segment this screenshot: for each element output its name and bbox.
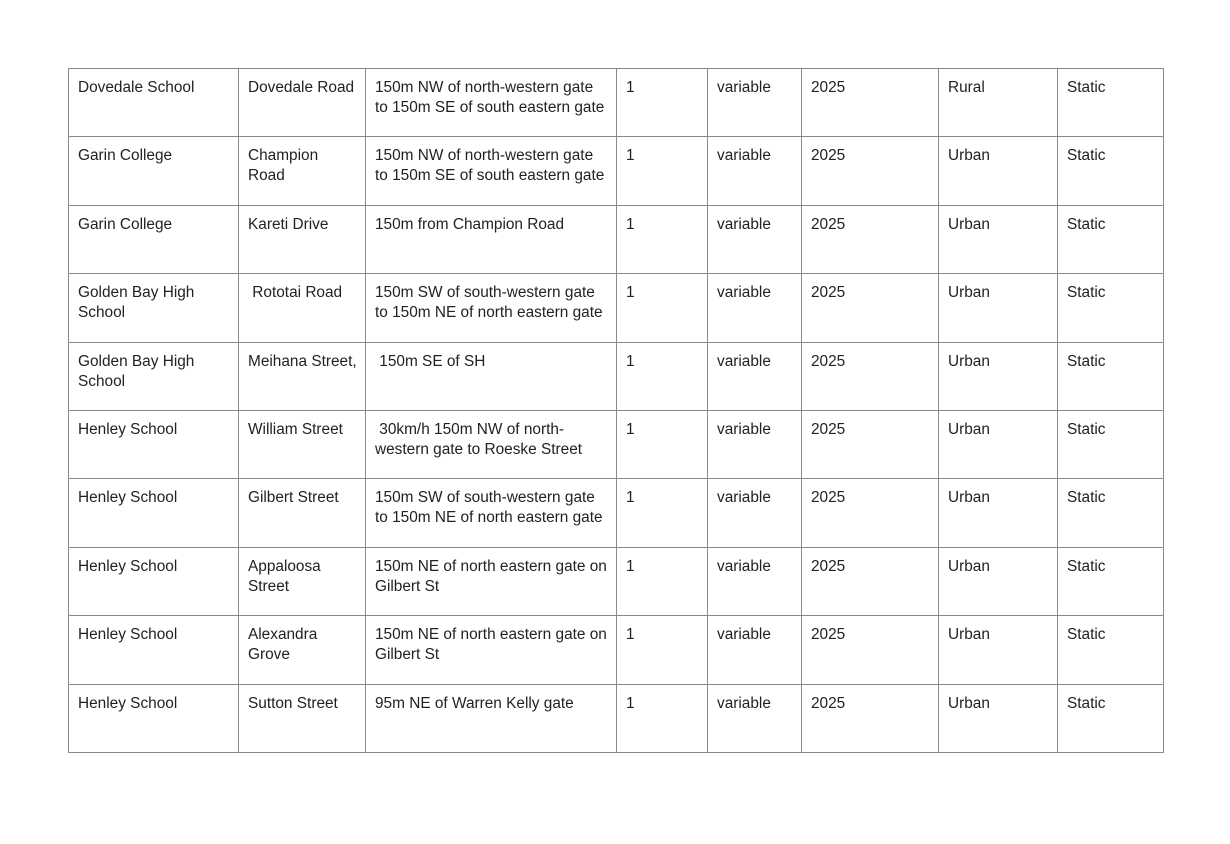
- cell-area-type: Urban: [938, 615, 1058, 685]
- cell-road-name: Champion Road: [238, 136, 366, 206]
- cell-sign-type: Static: [1057, 409, 1164, 480]
- cell-zone-extent: 150m SW of south-western gate to 150m NE…: [365, 478, 617, 548]
- cell-zone-extent: 30km/h 150m NW of north-western gate to …: [365, 409, 617, 480]
- cell-school-name: Golden Bay High School: [68, 341, 239, 411]
- cell-sign-type: Static: [1057, 478, 1164, 548]
- cell-speed-type: variable: [707, 341, 802, 411]
- table-body: Dovedale School Dovedale Road 150m NW of n…: [68, 67, 1164, 753]
- cell-sign-type: Static: [1057, 615, 1164, 685]
- table-row: Henley School Gilbert Street 150m SW of so…: [68, 478, 1164, 548]
- cell-count: 1: [616, 136, 708, 206]
- cell-sign-type: Static: [1057, 273, 1164, 343]
- cell-road-name: Rototai Road: [238, 273, 366, 343]
- cell-year: 2025: [801, 409, 939, 480]
- cell-school-name: Henley School: [68, 546, 239, 617]
- cell-area-type: Urban: [938, 409, 1058, 480]
- cell-area-type: Urban: [938, 136, 1058, 206]
- cell-sign-type: Static: [1057, 683, 1164, 753]
- cell-school-name: Garin College: [68, 136, 239, 206]
- cell-road-name: Appaloosa Street: [238, 546, 366, 617]
- cell-school-name: Garin College: [68, 204, 239, 275]
- cell-area-type: Rural: [938, 67, 1058, 138]
- cell-area-type: Urban: [938, 204, 1058, 275]
- cell-count: 1: [616, 341, 708, 411]
- cell-sign-type: Static: [1057, 67, 1164, 138]
- cell-zone-extent: 150m NE of north eastern gate on Gilbert…: [365, 546, 617, 617]
- table-row: Dovedale School Dovedale Road 150m NW of n…: [68, 67, 1164, 138]
- cell-count: 1: [616, 67, 708, 138]
- cell-area-type: Urban: [938, 546, 1058, 617]
- cell-zone-extent: 150m NE of north eastern gate on Gilbert…: [365, 615, 617, 685]
- cell-count: 1: [616, 409, 708, 480]
- cell-count: 1: [616, 615, 708, 685]
- cell-area-type: Urban: [938, 341, 1058, 411]
- cell-year: 2025: [801, 478, 939, 548]
- cell-speed-type: variable: [707, 615, 802, 685]
- table-row: Golden Bay High School Meihana Street, 15…: [68, 341, 1164, 411]
- cell-zone-extent: 150m NW of north-western gate to 150m SE…: [365, 136, 617, 206]
- cell-road-name: Gilbert Street: [238, 478, 366, 548]
- cell-year: 2025: [801, 273, 939, 343]
- cell-sign-type: Static: [1057, 136, 1164, 206]
- cell-speed-type: variable: [707, 67, 802, 138]
- table-row: Garin College Champion Road 150m NW of nor…: [68, 136, 1164, 206]
- cell-school-name: Henley School: [68, 615, 239, 685]
- cell-road-name: Kareti Drive: [238, 204, 366, 275]
- cell-year: 2025: [801, 615, 939, 685]
- cell-zone-extent: 150m NW of north-western gate to 150m SE…: [365, 67, 617, 138]
- table-row: Golden Bay High School Rototai Road 150m …: [68, 273, 1164, 343]
- cell-count: 1: [616, 204, 708, 275]
- cell-year: 2025: [801, 136, 939, 206]
- cell-count: 1: [616, 683, 708, 753]
- table-row: Henley School Sutton Street 95m NE of Warr…: [68, 683, 1164, 753]
- cell-year: 2025: [801, 67, 939, 138]
- cell-road-name: Meihana Street,: [238, 341, 366, 411]
- cell-year: 2025: [801, 683, 939, 753]
- cell-school-name: Henley School: [68, 478, 239, 548]
- cell-speed-type: variable: [707, 409, 802, 480]
- table-row: Henley School Appaloosa Street 150m NE of …: [68, 546, 1164, 617]
- cell-count: 1: [616, 546, 708, 617]
- cell-speed-type: variable: [707, 478, 802, 548]
- cell-area-type: Urban: [938, 273, 1058, 343]
- cell-year: 2025: [801, 204, 939, 275]
- cell-road-name: William Street: [238, 409, 366, 480]
- cell-area-type: Urban: [938, 683, 1058, 753]
- cell-speed-type: variable: [707, 273, 802, 343]
- cell-speed-type: variable: [707, 546, 802, 617]
- cell-speed-type: variable: [707, 136, 802, 206]
- cell-school-name: Golden Bay High School: [68, 273, 239, 343]
- cell-zone-extent: 95m NE of Warren Kelly gate: [365, 683, 617, 753]
- cell-zone-extent: 150m SE of SH: [365, 341, 617, 411]
- cell-sign-type: Static: [1057, 204, 1164, 275]
- cell-count: 1: [616, 273, 708, 343]
- cell-road-name: Sutton Street: [238, 683, 366, 753]
- cell-sign-type: Static: [1057, 546, 1164, 617]
- cell-area-type: Urban: [938, 478, 1058, 548]
- table-row: Henley School William Street 30km/h 150m …: [68, 409, 1164, 480]
- cell-zone-extent: 150m from Champion Road: [365, 204, 617, 275]
- table-row: Garin College Kareti Drive 150m from Champ…: [68, 204, 1164, 275]
- cell-speed-type: variable: [707, 204, 802, 275]
- cell-school-name: Henley School: [68, 409, 239, 480]
- cell-zone-extent: 150m SW of south-western gate to 150m NE…: [365, 273, 617, 343]
- cell-road-name: Dovedale Road: [238, 67, 366, 138]
- cell-sign-type: Static: [1057, 341, 1164, 411]
- cell-count: 1: [616, 478, 708, 548]
- cell-school-name: Henley School: [68, 683, 239, 753]
- table-row: Henley School Alexandra Grove 150m NE of n…: [68, 615, 1164, 685]
- cell-school-name: Dovedale School: [68, 67, 239, 138]
- cell-year: 2025: [801, 546, 939, 617]
- school-speed-zone-table: Dovedale School Dovedale Road 150m NW of n…: [68, 67, 1164, 753]
- cell-speed-type: variable: [707, 683, 802, 753]
- cell-road-name: Alexandra Grove: [238, 615, 366, 685]
- cell-year: 2025: [801, 341, 939, 411]
